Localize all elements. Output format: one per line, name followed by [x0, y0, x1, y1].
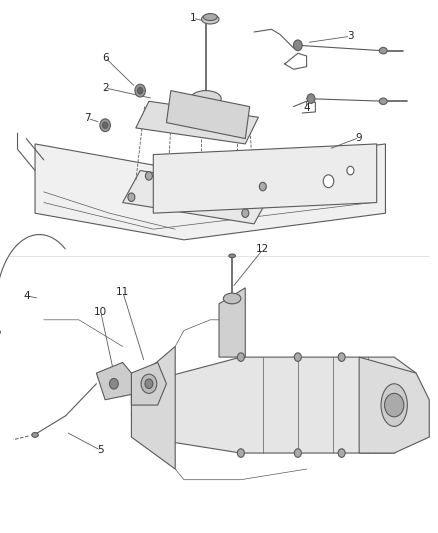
Ellipse shape: [379, 98, 387, 104]
Ellipse shape: [203, 13, 217, 21]
Circle shape: [135, 84, 145, 97]
Polygon shape: [359, 357, 429, 453]
Text: 4: 4: [23, 291, 30, 301]
Text: 4: 4: [303, 103, 310, 113]
Text: 9: 9: [356, 133, 363, 142]
Polygon shape: [96, 362, 131, 400]
Circle shape: [338, 449, 345, 457]
Circle shape: [145, 172, 152, 180]
Text: 11: 11: [116, 287, 129, 296]
Circle shape: [237, 353, 244, 361]
Polygon shape: [131, 357, 416, 453]
Ellipse shape: [191, 91, 221, 107]
Text: 2: 2: [102, 83, 109, 93]
Circle shape: [307, 94, 315, 103]
Ellipse shape: [381, 384, 407, 426]
Text: 5: 5: [97, 446, 104, 455]
Circle shape: [128, 193, 135, 201]
Circle shape: [385, 393, 404, 417]
Circle shape: [323, 175, 334, 188]
Polygon shape: [123, 171, 272, 224]
Circle shape: [145, 379, 153, 389]
Text: 3: 3: [347, 31, 354, 41]
Circle shape: [102, 122, 108, 128]
Circle shape: [294, 449, 301, 457]
Circle shape: [347, 166, 354, 175]
Polygon shape: [35, 144, 385, 240]
Polygon shape: [153, 144, 377, 213]
Text: 6: 6: [102, 53, 109, 62]
Ellipse shape: [379, 47, 387, 54]
Circle shape: [110, 378, 118, 389]
Circle shape: [259, 182, 266, 191]
Circle shape: [138, 87, 143, 94]
Polygon shape: [166, 91, 250, 139]
Text: 8: 8: [189, 112, 196, 122]
Text: 12: 12: [256, 245, 269, 254]
Circle shape: [141, 374, 157, 393]
Polygon shape: [131, 362, 166, 405]
Ellipse shape: [32, 433, 38, 437]
Circle shape: [100, 119, 110, 132]
Polygon shape: [131, 346, 175, 469]
Ellipse shape: [223, 293, 241, 304]
Text: 7: 7: [84, 114, 91, 123]
Circle shape: [242, 209, 249, 217]
Ellipse shape: [229, 254, 236, 257]
Circle shape: [338, 353, 345, 361]
Circle shape: [237, 449, 244, 457]
Ellipse shape: [201, 14, 219, 24]
Polygon shape: [219, 288, 245, 357]
Circle shape: [294, 353, 301, 361]
Polygon shape: [136, 101, 258, 144]
Circle shape: [293, 40, 302, 51]
Text: 1: 1: [189, 13, 196, 23]
Text: 10: 10: [94, 307, 107, 317]
